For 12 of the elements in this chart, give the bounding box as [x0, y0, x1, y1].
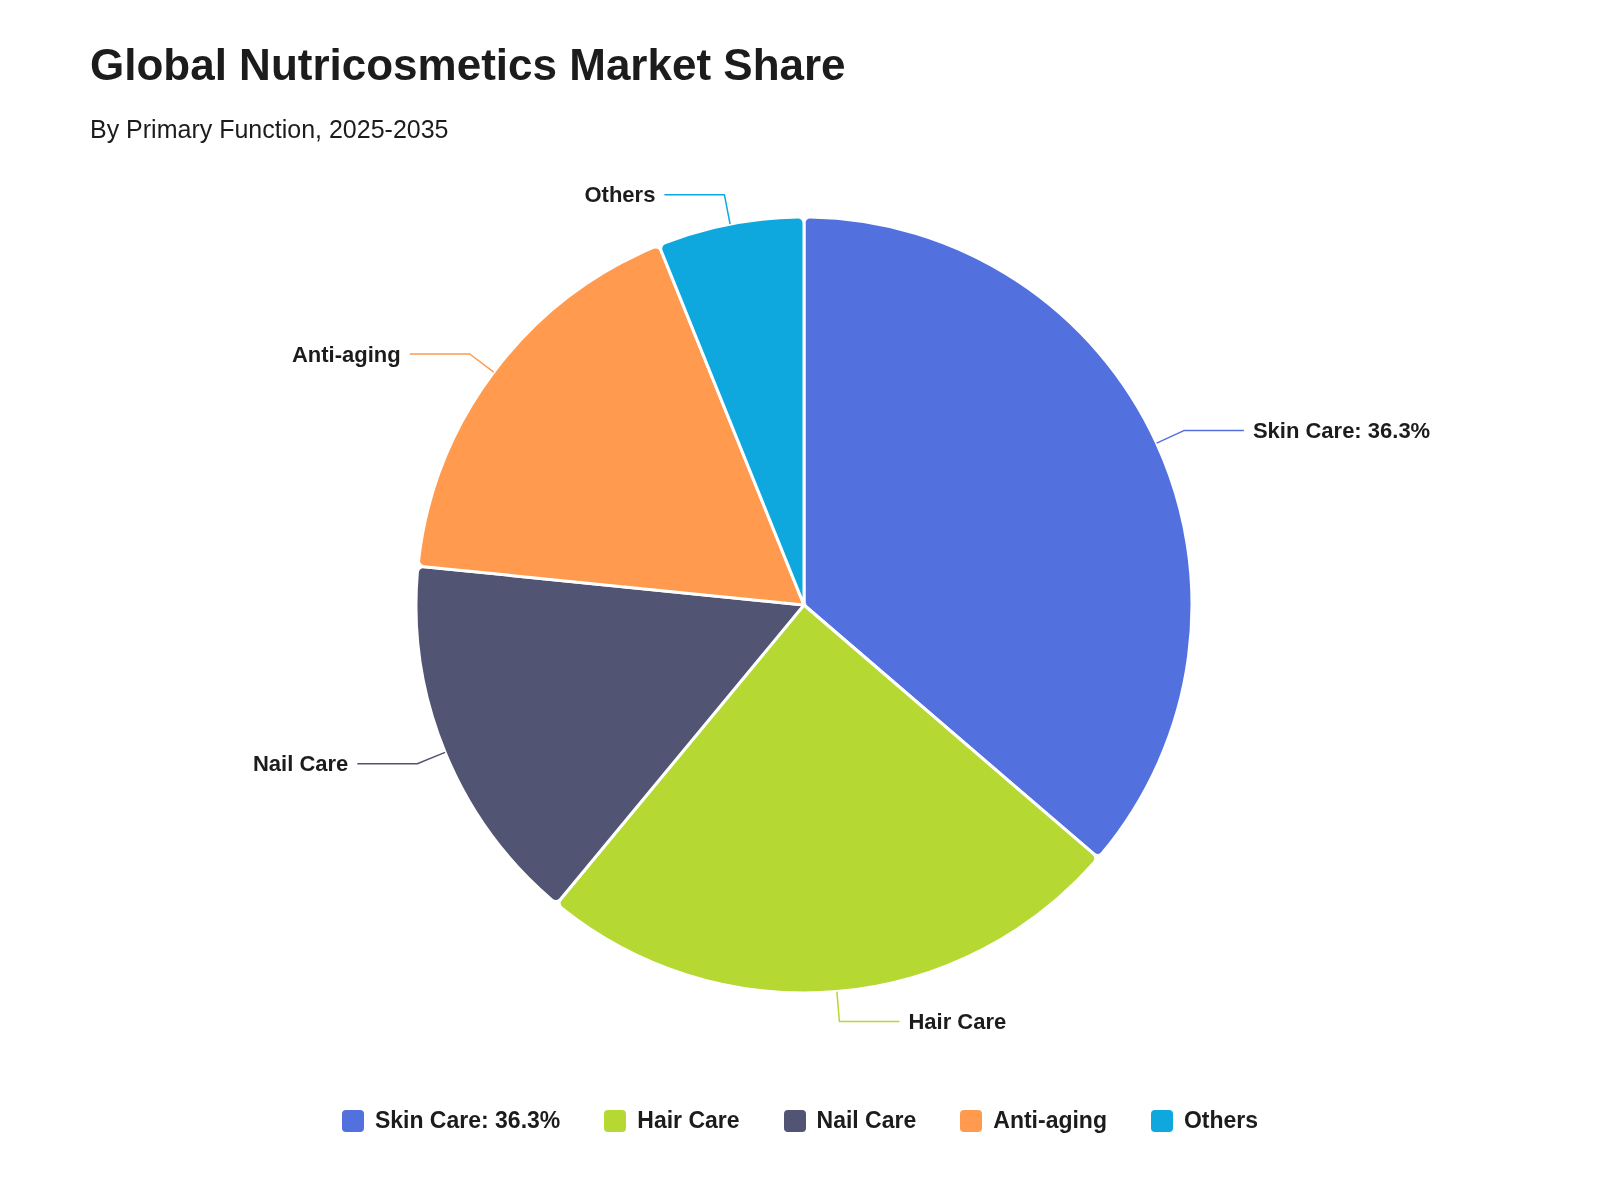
legend-label: Hair Care — [637, 1107, 740, 1134]
chart-subtitle: By Primary Function, 2025-2035 — [90, 115, 449, 144]
legend-label: Others — [1183, 1107, 1259, 1134]
legend-label: Nail Care — [816, 1107, 917, 1134]
slice-label: Skin Care: 36.3% — [1252, 418, 1431, 444]
legend-label: Skin Care: 36.3% — [374, 1107, 561, 1134]
chart-title: Global Nutricosmetics Market Share — [90, 40, 846, 90]
slice-label: Others — [584, 182, 656, 208]
slice-label: Anti-aging — [291, 341, 401, 367]
slice-label: Nail Care — [252, 751, 349, 777]
slice-label: Hair Care — [908, 1009, 1007, 1034]
legend-label: Anti-aging — [993, 1107, 1107, 1134]
